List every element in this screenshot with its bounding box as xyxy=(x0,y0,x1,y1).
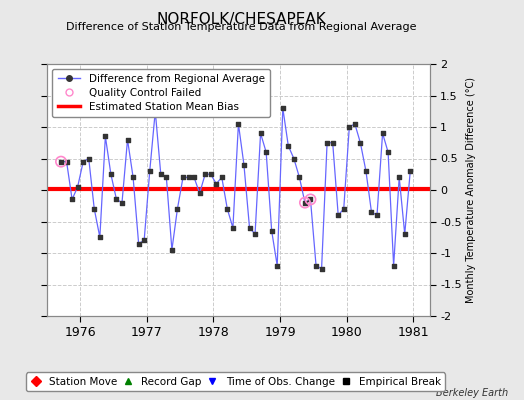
Point xyxy=(107,171,115,178)
Point xyxy=(318,266,326,272)
Point xyxy=(190,174,198,181)
Point xyxy=(73,184,82,190)
Point xyxy=(234,121,243,127)
Point xyxy=(90,206,99,212)
Point xyxy=(206,171,215,178)
Point xyxy=(162,174,171,181)
Y-axis label: Monthly Temperature Anomaly Difference (°C): Monthly Temperature Anomaly Difference (… xyxy=(466,77,476,303)
Point xyxy=(228,225,237,231)
Point xyxy=(179,174,187,181)
Point xyxy=(301,199,309,206)
Point xyxy=(279,105,287,111)
Point xyxy=(356,140,365,146)
Point xyxy=(389,262,398,269)
Point xyxy=(184,174,193,181)
Point xyxy=(378,130,387,136)
Point xyxy=(79,158,88,165)
Point xyxy=(351,121,359,127)
Point xyxy=(84,155,93,162)
Point xyxy=(345,124,354,130)
Point xyxy=(195,190,204,196)
Point xyxy=(384,149,392,155)
Point xyxy=(168,247,176,253)
Point xyxy=(217,174,226,181)
Point xyxy=(118,199,126,206)
Point xyxy=(290,155,298,162)
Point xyxy=(262,149,270,155)
Point xyxy=(129,174,137,181)
Point xyxy=(101,133,110,140)
Point xyxy=(123,136,132,143)
Point xyxy=(306,196,314,203)
Point xyxy=(223,206,232,212)
Point xyxy=(312,262,320,269)
Point xyxy=(62,158,71,165)
Text: Berkeley Earth: Berkeley Earth xyxy=(436,388,508,398)
Point xyxy=(373,212,381,218)
Point xyxy=(135,240,143,247)
Point xyxy=(140,237,148,244)
Point xyxy=(146,168,154,174)
Point xyxy=(267,228,276,234)
Point xyxy=(273,262,281,269)
Point xyxy=(68,196,77,203)
Point xyxy=(212,180,221,187)
Point xyxy=(306,196,314,203)
Text: Difference of Station Temperature Data from Regional Average: Difference of Station Temperature Data f… xyxy=(66,22,416,32)
Point xyxy=(406,168,414,174)
Point xyxy=(112,196,121,203)
Point xyxy=(245,225,254,231)
Point xyxy=(201,171,210,178)
Point xyxy=(329,140,337,146)
Point xyxy=(367,209,376,215)
Point xyxy=(340,206,348,212)
Point xyxy=(57,158,65,165)
Text: NORFOLK/CHESAPEAK: NORFOLK/CHESAPEAK xyxy=(156,12,326,27)
Point xyxy=(173,206,182,212)
Legend: Station Move, Record Gap, Time of Obs. Change, Empirical Break: Station Move, Record Gap, Time of Obs. C… xyxy=(26,372,445,391)
Point xyxy=(96,234,104,240)
Point xyxy=(157,171,165,178)
Point xyxy=(362,168,370,174)
Point xyxy=(301,199,309,206)
Point xyxy=(151,108,159,114)
Point xyxy=(400,231,409,237)
Legend: Difference from Regional Average, Quality Control Failed, Estimated Station Mean: Difference from Regional Average, Qualit… xyxy=(52,69,270,117)
Point xyxy=(256,130,265,136)
Point xyxy=(323,140,331,146)
Point xyxy=(240,162,248,168)
Point xyxy=(395,174,403,181)
Point xyxy=(284,143,292,149)
Point xyxy=(251,231,259,237)
Point xyxy=(57,158,65,165)
Point xyxy=(295,174,303,181)
Point xyxy=(334,212,342,218)
